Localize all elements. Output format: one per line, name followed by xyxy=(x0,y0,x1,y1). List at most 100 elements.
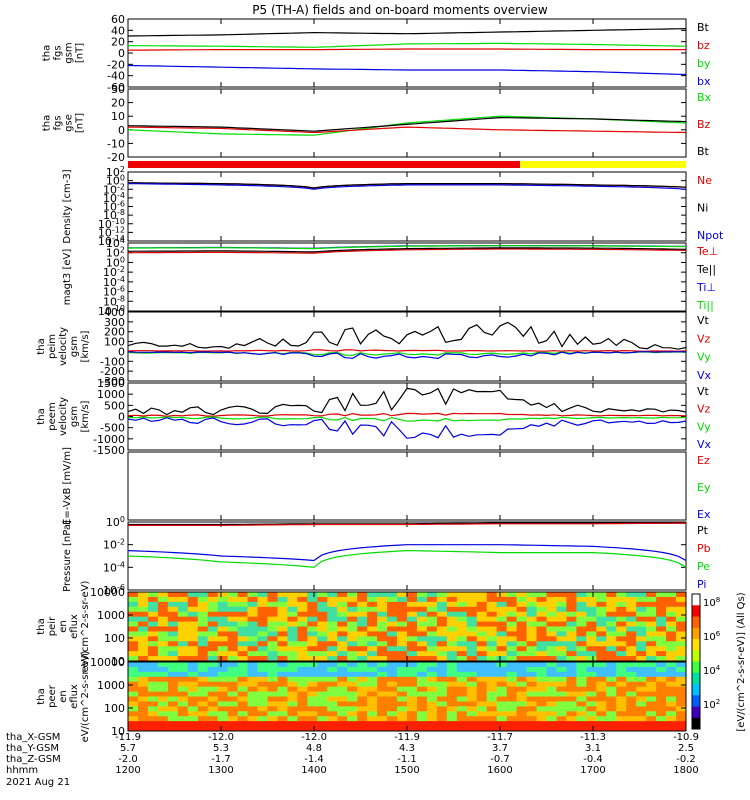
heatmap-cell xyxy=(327,601,338,608)
heatmap-cell xyxy=(237,616,249,623)
ylabel-text: tha xyxy=(42,45,53,61)
heatmap-cell xyxy=(516,606,528,613)
ytick-label: 100 xyxy=(106,255,125,269)
legend-Ni: Ni xyxy=(697,202,708,215)
heatmap-cell xyxy=(546,676,557,683)
legend-Vz: Vz xyxy=(697,403,711,416)
heatmap-cell xyxy=(586,726,597,732)
heatmap-cell xyxy=(576,681,587,688)
heatmap-cell xyxy=(486,621,498,627)
ytick-label: 20 xyxy=(111,36,125,49)
heatmap-cell xyxy=(297,641,308,647)
heatmap-cell xyxy=(486,641,498,647)
heatmap-cell xyxy=(187,592,199,598)
heatmap-cell xyxy=(277,611,288,618)
heatmap-cell xyxy=(436,626,448,632)
heatmap-cell xyxy=(407,656,418,662)
ephemeris-value: 3.7 xyxy=(492,743,508,754)
colorbar-cell xyxy=(692,616,700,629)
heatmap-cell xyxy=(526,676,538,683)
heatmap-cell xyxy=(516,726,528,732)
heatmap-cell xyxy=(167,611,179,618)
heatmap-cell xyxy=(466,592,478,598)
heatmap-cell xyxy=(297,671,308,678)
heatmap-cell xyxy=(606,621,617,627)
heatmap-cell xyxy=(626,671,637,678)
heatmap-cell xyxy=(516,666,528,673)
heatmap-cell xyxy=(476,631,488,637)
heatmap-cell xyxy=(187,641,199,647)
ytick-label: 0 xyxy=(118,124,125,137)
heatmap-cell xyxy=(337,662,348,668)
heatmap-cell xyxy=(128,681,139,688)
heatmap-cell xyxy=(526,646,538,652)
heatmap-cell xyxy=(516,592,528,598)
heatmap-cell xyxy=(177,676,189,683)
heatmap-cell xyxy=(357,666,368,673)
heatmap-cell xyxy=(407,662,418,668)
heatmap-cell xyxy=(466,621,478,627)
heatmap-cell xyxy=(436,706,448,712)
heatmap-cell xyxy=(277,596,288,603)
heatmap-cell xyxy=(197,651,209,657)
heatmap-cell xyxy=(486,706,498,712)
heatmap-cell xyxy=(247,701,259,707)
heatmap-cell xyxy=(167,696,179,702)
heatmap-cell xyxy=(337,616,348,623)
heatmap-cell xyxy=(536,616,547,623)
heatmap-cell xyxy=(197,711,209,717)
heatmap-cell xyxy=(247,671,259,678)
heatmap-cell xyxy=(267,681,278,688)
heatmap-cell xyxy=(416,666,428,673)
heatmap-cell xyxy=(616,606,627,613)
heatmap-cell xyxy=(646,662,657,668)
heatmap-cell xyxy=(177,631,189,637)
heatmap-cell xyxy=(137,676,149,683)
heatmap-cell xyxy=(347,651,358,657)
heatmap-cell xyxy=(317,671,328,678)
heatmap-cell xyxy=(197,656,209,662)
heatmap-cell xyxy=(128,721,139,727)
heatmap-cell xyxy=(197,606,209,613)
heatmap-cell xyxy=(277,626,288,632)
heatmap-cell xyxy=(337,676,348,683)
heatmap-cell xyxy=(596,651,607,657)
heatmap-cell xyxy=(177,696,189,702)
heatmap-cell xyxy=(486,666,498,673)
heatmap-cell xyxy=(377,716,388,722)
ylabel-text: [km/s] xyxy=(80,330,91,362)
heatmap-cell xyxy=(177,626,189,632)
heatmap-cell xyxy=(397,621,408,627)
heatmap-cell xyxy=(546,596,557,603)
heatmap-cell xyxy=(646,626,657,632)
legend-Vx: Vx xyxy=(697,369,712,382)
heatmap-cell xyxy=(436,696,448,702)
heatmap-cell xyxy=(407,641,418,647)
heatmap-cell xyxy=(397,626,408,632)
heatmap-cell xyxy=(576,592,587,598)
heatmap-cell xyxy=(416,721,428,727)
heatmap-cell xyxy=(606,651,617,657)
heatmap-cell xyxy=(147,691,159,697)
heatmap-cell xyxy=(586,716,597,722)
heatmap-cell xyxy=(157,646,169,652)
heatmap-cell xyxy=(287,651,298,657)
ephemeris-value: -11.7 xyxy=(487,732,513,743)
heatmap-cell xyxy=(357,616,368,623)
heatmap-cell xyxy=(137,726,149,732)
heatmap-cell xyxy=(646,611,657,618)
heatmap-cell xyxy=(516,596,528,603)
heatmap-cell xyxy=(536,596,547,603)
heatmap-cell xyxy=(217,626,229,632)
heatmap-cell xyxy=(157,721,169,727)
heatmap-cell xyxy=(377,676,388,683)
heatmap-cell xyxy=(666,691,677,697)
heatmap-cell xyxy=(656,596,667,603)
heatmap-cell xyxy=(187,706,199,712)
heatmap-cell xyxy=(466,676,478,683)
heatmap-cell xyxy=(626,651,637,657)
heatmap-cell xyxy=(257,621,268,627)
heatmap-cell xyxy=(426,656,438,662)
